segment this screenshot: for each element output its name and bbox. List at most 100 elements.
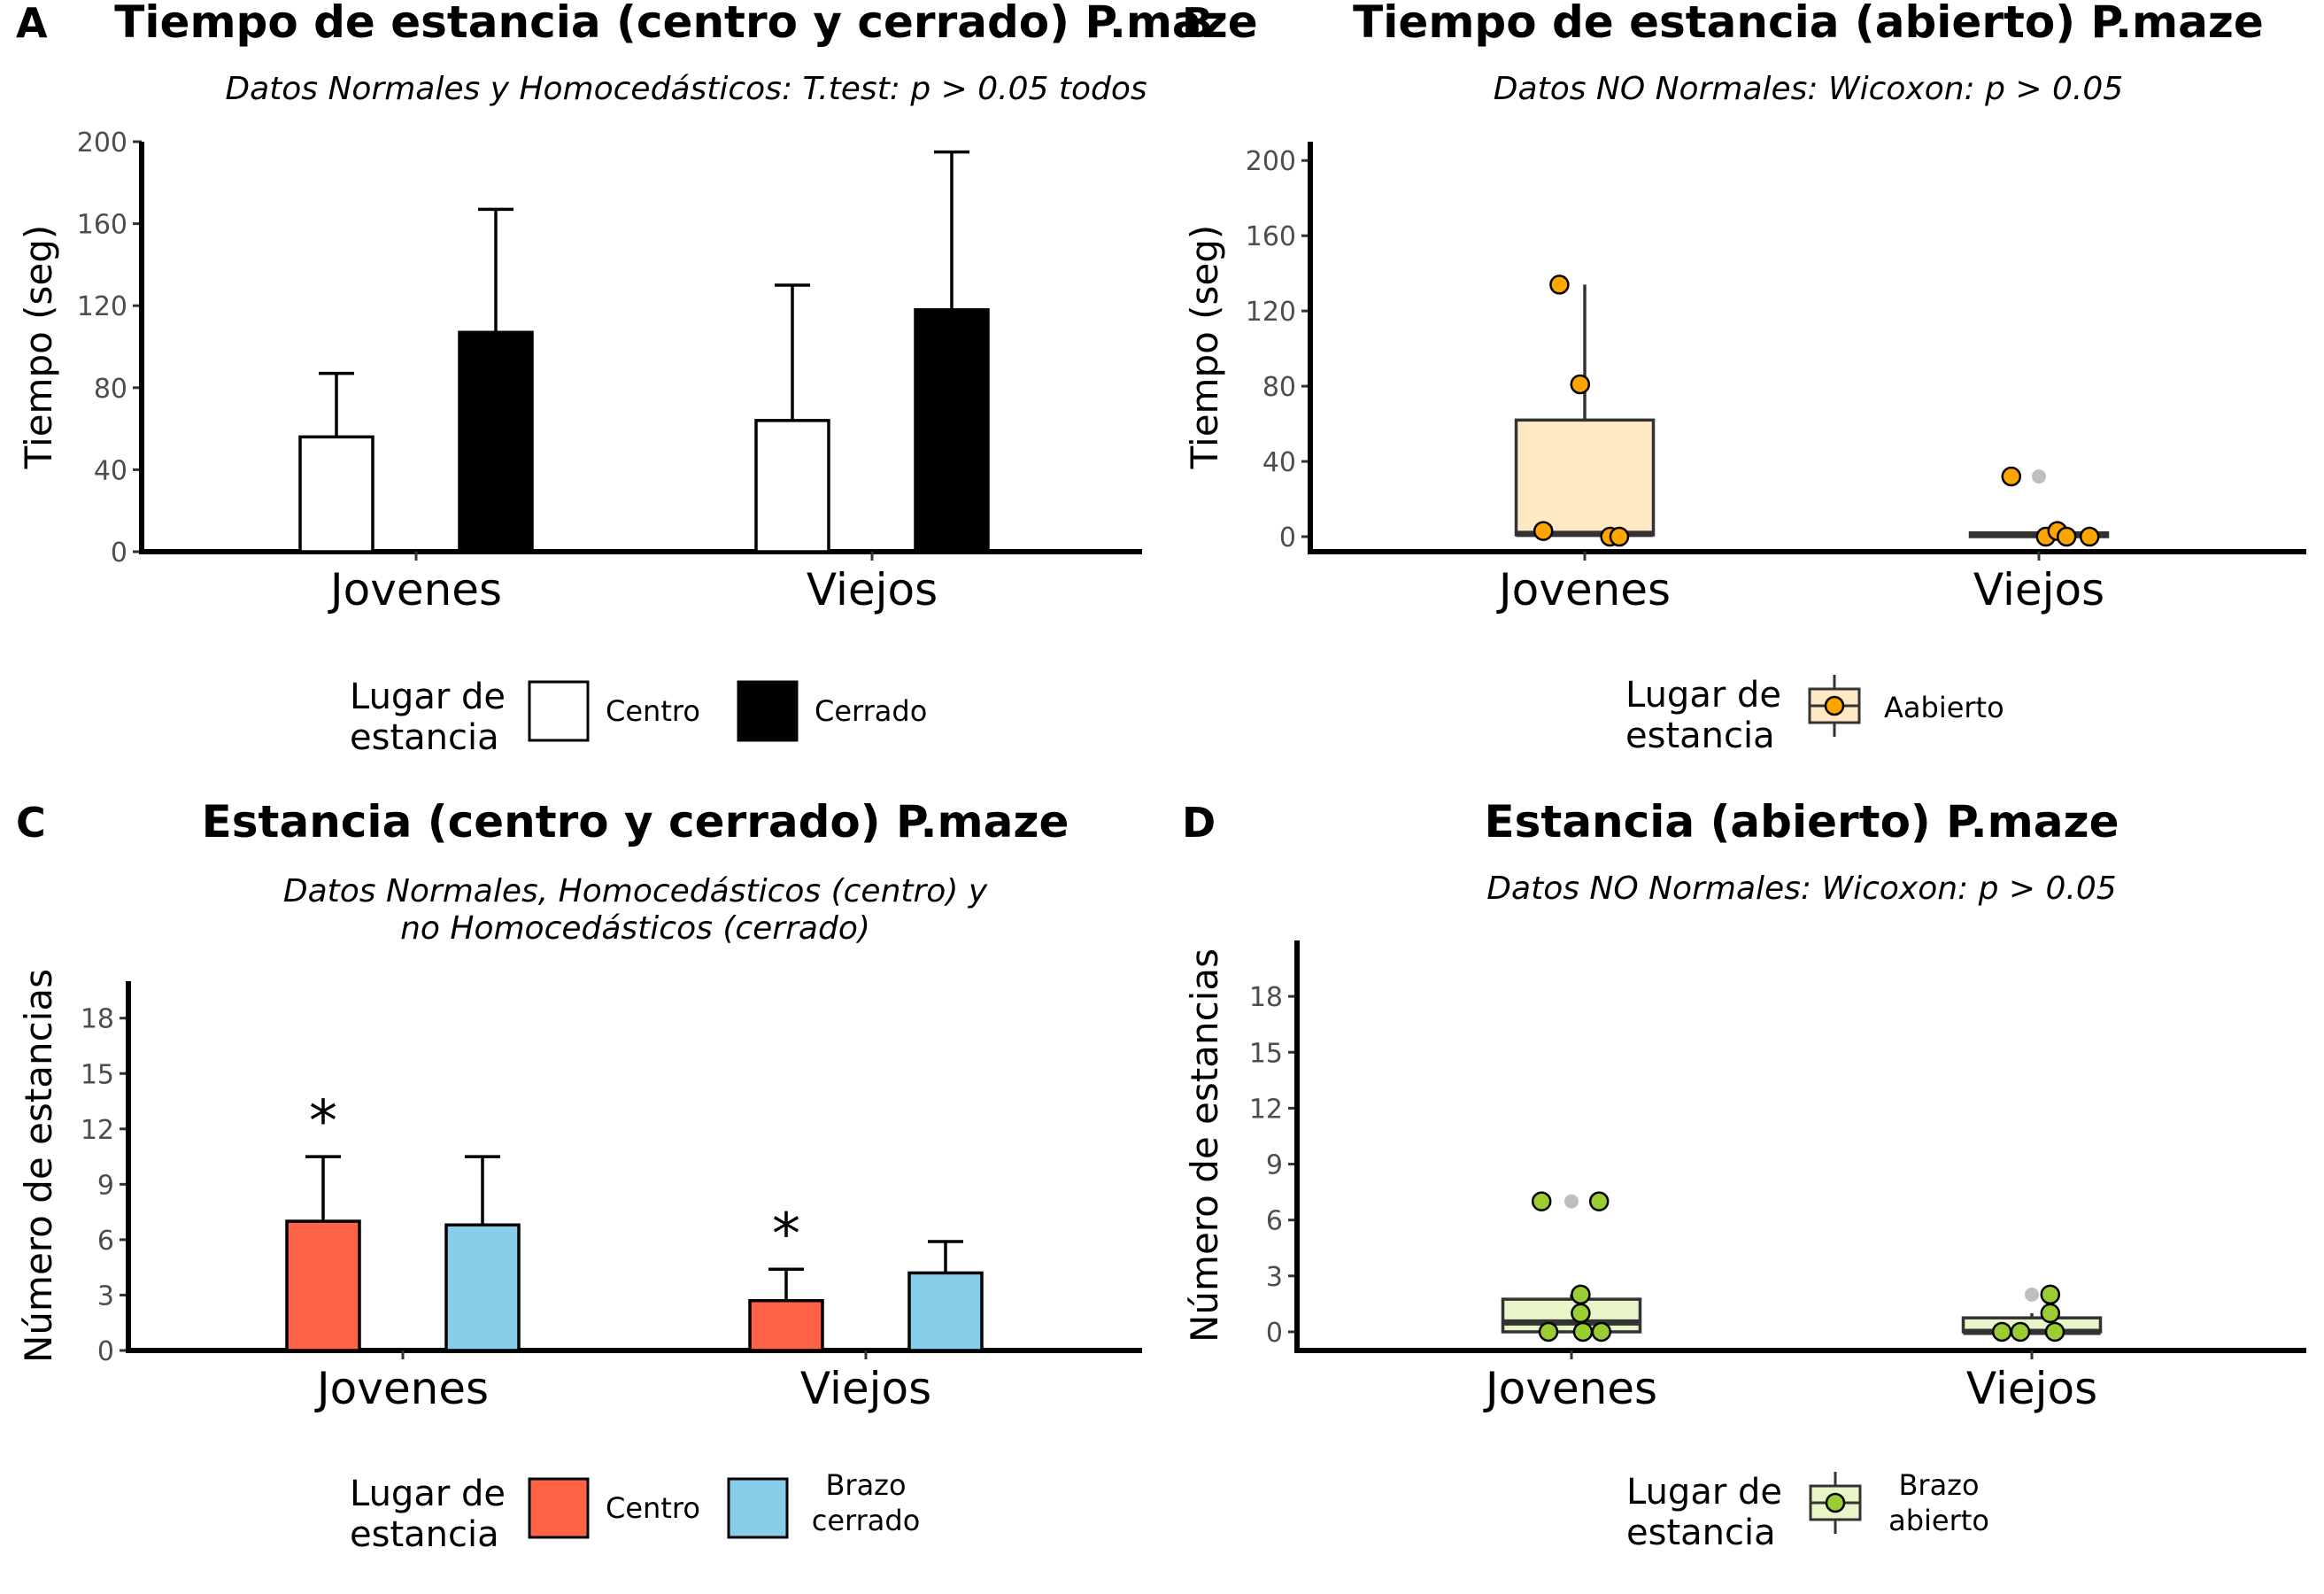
y-axis-label: Tiempo (seg) (1183, 225, 1226, 470)
legend-point (1824, 695, 1845, 716)
bar (285, 1219, 361, 1352)
data-point (2044, 1321, 2065, 1343)
y-tick-label: 12 (1249, 1094, 1283, 1125)
y-tick-label: 160 (1246, 221, 1296, 252)
legend-key (528, 1477, 590, 1539)
y-tick-label: 15 (81, 1059, 114, 1090)
y-tick-label: 200 (77, 128, 127, 159)
x-tick-label: Viejos (1973, 564, 2104, 615)
chart-subtitle: Datos NO Normales: Wicoxon: p > 0.05 (1486, 871, 2116, 907)
legend-key (737, 680, 799, 742)
outlier-point (2025, 1287, 2039, 1302)
legend-title: estancia (350, 717, 499, 758)
y-tick-label: 0 (1279, 522, 1296, 553)
chart-title: Estancia (abierto) P.maze (1485, 796, 2119, 847)
legend-label: Brazo (1898, 1468, 1979, 1502)
chart-title: Tiempo de estancia (abierto) P.maze (1353, 0, 2264, 48)
y-tick-label: 3 (1266, 1262, 1283, 1293)
chart-title: Tiempo de estancia (centro y cerrado) P.… (114, 0, 1257, 48)
y-tick-label: 18 (81, 1004, 114, 1035)
significance-star: * (772, 1202, 800, 1267)
significance-star: * (309, 1089, 337, 1155)
bar (754, 419, 830, 553)
y-tick-label: 9 (1266, 1150, 1283, 1181)
data-point (2001, 466, 2022, 487)
legend-label: Brazo (825, 1468, 906, 1502)
y-tick-label: 80 (94, 374, 127, 405)
panel-c: C Estancia (centro y cerrado) P.maze Datos… (16, 796, 1142, 1555)
panel-a: A Tiempo de estancia (centro y cerrado) P… (16, 0, 1258, 758)
bar (298, 435, 374, 553)
x-tick-label: Jovenes (1496, 564, 1671, 615)
data-point (2040, 1303, 2061, 1324)
legend-title: estancia (1625, 716, 1775, 756)
legend-title: estancia (1626, 1513, 1776, 1553)
legend-key (528, 680, 590, 742)
y-tick-label: 120 (77, 291, 127, 322)
panel-tag: D (1182, 799, 1216, 847)
x-tick-label: Viejos (807, 564, 938, 615)
y-tick-label: 160 (77, 210, 127, 241)
y-tick-label: 0 (111, 538, 127, 569)
legend-label: abierto (1888, 1504, 1989, 1537)
y-tick-label: 15 (1249, 1038, 1283, 1069)
y-tick-label: 6 (97, 1226, 114, 1257)
legend-label: cerrado (812, 1504, 921, 1537)
y-tick-label: 6 (1266, 1206, 1283, 1237)
data-point (2010, 1321, 2031, 1343)
chart-subtitle: Datos NO Normales: Wicoxon: p > 0.05 (1494, 71, 2123, 107)
x-tick-label: Jovenes (1483, 1363, 1657, 1414)
box (1514, 418, 1656, 537)
bar (914, 308, 990, 553)
x-tick-label: Viejos (800, 1363, 931, 1414)
y-tick-label: 12 (81, 1115, 114, 1146)
outlier-point (1564, 1194, 1579, 1209)
data-point (1549, 275, 1570, 295)
y-tick-label: 0 (1266, 1318, 1283, 1349)
legend-label: Aabierto (1884, 691, 2004, 724)
y-axis-label: Tiempo (seg) (17, 225, 60, 470)
y-tick-label: 9 (97, 1170, 114, 1201)
chart-subtitle: no Homocedásticos (cerrado) (400, 910, 870, 947)
data-point (1571, 1284, 1591, 1305)
y-axis-label: Número de estancias (17, 969, 60, 1363)
y-tick-label: 80 (1262, 372, 1296, 403)
y-tick-label: 40 (94, 455, 127, 486)
panel-tag: C (16, 799, 46, 847)
y-tick-label: 40 (1262, 447, 1296, 478)
legend-title: estancia (350, 1514, 499, 1555)
outlier-point (2032, 469, 2046, 484)
legend-title: Lugar de (1626, 1472, 1782, 1513)
legend-title: Lugar de (350, 677, 506, 717)
legend-title: Lugar de (350, 1474, 506, 1514)
data-point (1533, 521, 1554, 541)
data-point (1591, 1321, 1612, 1343)
panel-tag: A (16, 0, 48, 47)
data-point (1588, 1191, 1610, 1211)
panel-b: B Tiempo de estancia (abierto) P.maze Dato… (1182, 0, 2306, 756)
data-point (1531, 1191, 1552, 1211)
chart-title: Estancia (centro y cerrado) P.maze (202, 796, 1069, 847)
data-point (1609, 526, 1630, 547)
bar (444, 1223, 521, 1352)
bar (907, 1271, 984, 1352)
y-tick-label: 200 (1246, 146, 1296, 177)
y-tick-label: 0 (97, 1336, 114, 1367)
data-point (1991, 1321, 2012, 1343)
chart-subtitle: Datos Normales, Homocedásticos (centro) … (283, 873, 988, 909)
bar (458, 330, 534, 553)
legend-point (1825, 1492, 1846, 1513)
data-point (1538, 1321, 1559, 1343)
y-tick-label: 120 (1246, 297, 1296, 328)
y-axis-label: Número de estancias (1183, 948, 1226, 1343)
bar (748, 1298, 824, 1352)
data-point (1572, 1321, 1594, 1343)
legend-label: Centro (606, 694, 700, 728)
legend-title: Lugar de (1625, 675, 1781, 716)
legend-label: Cerrado (815, 694, 927, 728)
